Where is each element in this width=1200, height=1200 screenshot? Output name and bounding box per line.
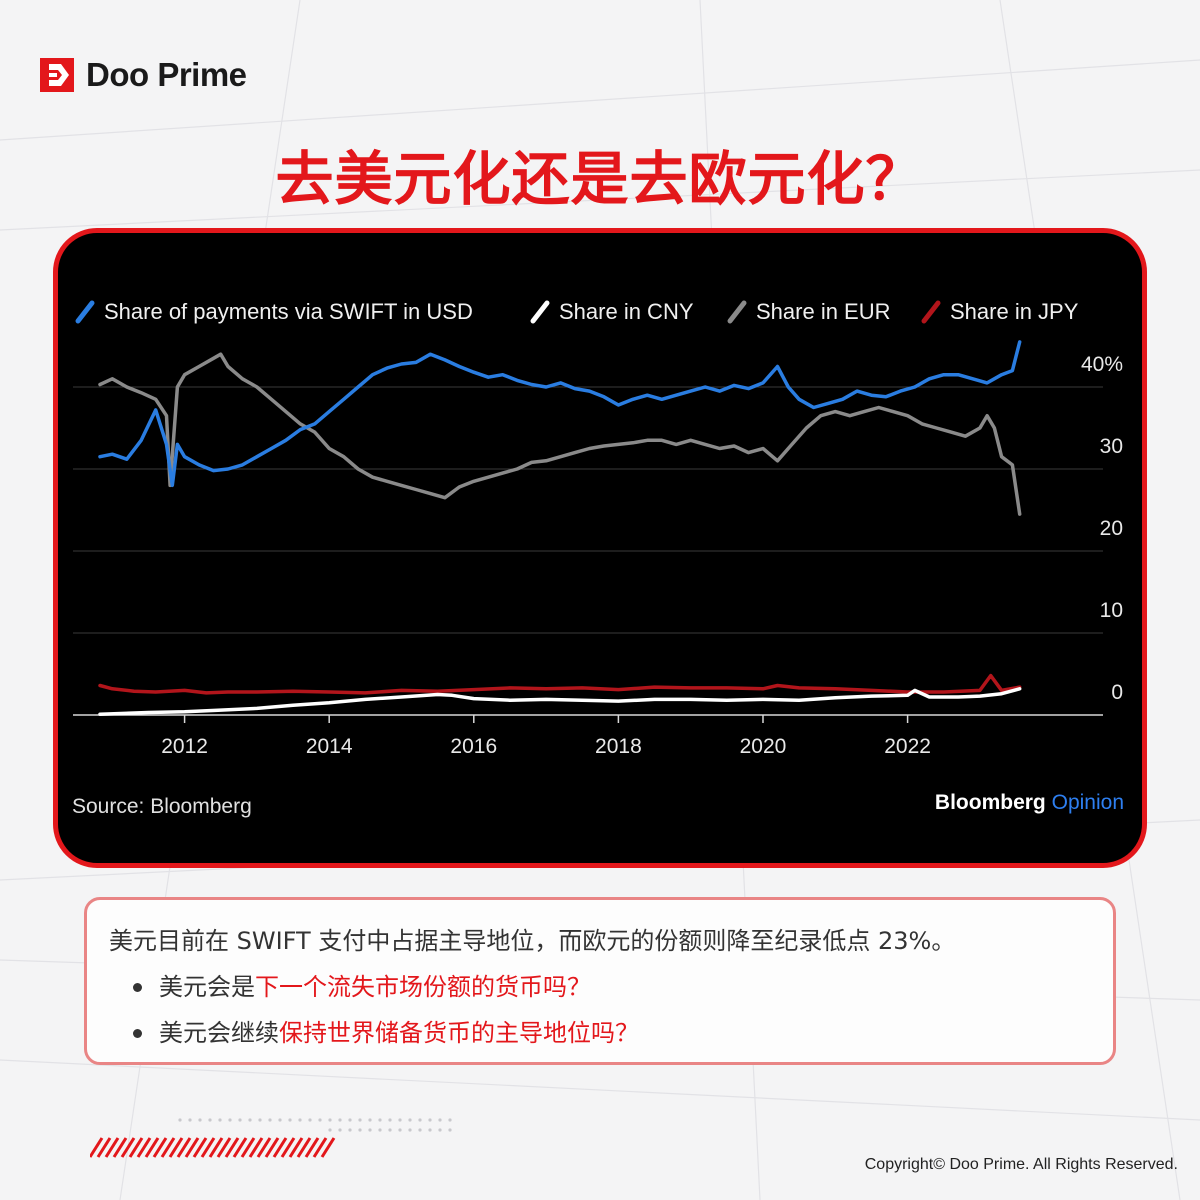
brand-name: Doo Prime [86, 56, 247, 93]
credit-opinion: Opinion [1051, 791, 1124, 814]
page-title: 去美元化还是去欧元化？ [275, 145, 925, 213]
legend-swatch-icon [530, 300, 550, 324]
legend-label: Share in CNY [559, 299, 694, 324]
legend-swatch-icon [727, 300, 747, 324]
question-item: 美元会是下一个流失市场份额的货币吗？ [109, 964, 1113, 1010]
legend-label: Share in EUR [756, 299, 891, 324]
y-tick-label: 40% [1081, 353, 1123, 376]
question-prefix: 美元会继续 [159, 1019, 279, 1047]
y-tick-label: 30 [1100, 435, 1123, 458]
y-tick-label: 20 [1100, 517, 1123, 540]
credit-bloomberg: Bloomberg [934, 791, 1046, 814]
x-tick-label: 2020 [740, 735, 787, 758]
x-tick-label: 2022 [884, 735, 931, 758]
x-tick-label: 2012 [161, 735, 208, 758]
question-highlight: 保持世界储备货币的主导地位吗？ [279, 1019, 639, 1047]
legend-swatch-icon [75, 300, 95, 324]
question-prefix: 美元会是 [159, 973, 255, 1001]
doo-prime-logo-icon [40, 58, 74, 92]
legend-label: Share in JPY [950, 299, 1079, 324]
x-tick-label: 2016 [450, 735, 497, 758]
legend-swatch-icon [921, 300, 941, 324]
series-line-1 [98, 687, 1022, 716]
series-line-0 [98, 340, 1022, 488]
chart-source: Source: Bloomberg [72, 795, 252, 818]
swift-payments-chart: 0 10 20 30 40% 2012 2014 2016 2018 2020 2022 Share … [73, 299, 1123, 758]
decorative-pattern [90, 1118, 452, 1158]
question-item: 美元会继续保持世界储备货币的主导地位吗？ [109, 1010, 1113, 1056]
chart-card: 0 10 20 30 40% 2012 2014 2016 2018 2020 2022 Share … [53, 228, 1147, 868]
brand-logo: Doo Prime [40, 56, 247, 94]
question-highlight: 下一个流失市场份额的货币吗？ [255, 973, 591, 1001]
series-line-3 [98, 673, 1022, 695]
x-tick-label: 2014 [306, 735, 353, 758]
summary-box: 美元目前在 SWIFT 支付中占据主导地位，而欧元的份额则降至纪录低点 23%。… [84, 897, 1116, 1065]
y-tick-label: 10 [1100, 599, 1123, 622]
bullet-dot-icon [133, 1029, 142, 1038]
series-line-2 [98, 352, 1022, 516]
legend-label: Share of payments via SWIFT in USD [104, 299, 473, 324]
x-tick-label: 2018 [595, 735, 642, 758]
y-tick-label: 0 [1111, 681, 1123, 704]
question-list: 美元会是下一个流失市场份额的货币吗？ 美元会继续保持世界储备货币的主导地位吗？ [109, 964, 1113, 1056]
bullet-dot-icon [133, 983, 142, 992]
summary-line: 美元目前在 SWIFT 支付中占据主导地位，而欧元的份额则降至纪录低点 23%。 [109, 927, 956, 955]
copyright-notice: Copyright© Doo Prime. All Rights Reserve… [864, 1156, 1178, 1173]
chart-credit: Bloomberg Opinion [935, 791, 1124, 815]
